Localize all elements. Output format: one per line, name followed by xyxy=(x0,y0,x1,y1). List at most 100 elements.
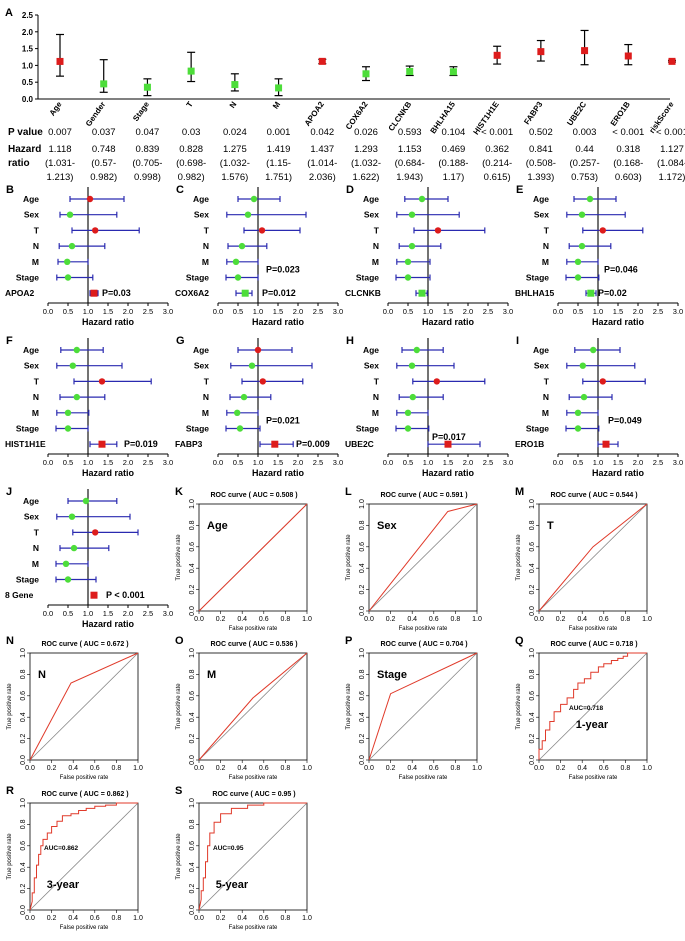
y-tick-label: 1.0 xyxy=(359,499,366,509)
row-label: Stage xyxy=(16,424,39,434)
y-tick-label: 0.2 xyxy=(359,734,366,744)
plot-frame xyxy=(538,652,648,761)
row-label: N xyxy=(373,241,379,251)
hazard-point xyxy=(406,67,414,75)
hazard-point xyxy=(408,362,416,369)
x-tick-label: 0.8 xyxy=(451,765,461,772)
y-tick-label: 0.6 xyxy=(529,691,536,701)
hazard-point xyxy=(70,544,78,552)
x-tick-label: 1.5 xyxy=(613,458,623,467)
x-tick-label: 0.0 xyxy=(553,458,563,467)
panel-label: N xyxy=(6,635,14,647)
ci-lower: (0.168- xyxy=(613,158,643,169)
hazard-point xyxy=(98,378,106,385)
row-label: UBE2C xyxy=(345,439,374,449)
hazard-ratio-value: 1.437 xyxy=(310,144,334,155)
p-value: 0.104 xyxy=(442,127,466,138)
x-axis-label: False positive rate xyxy=(569,626,618,632)
x-tick-label: 1.0 xyxy=(472,765,482,772)
hazard-point xyxy=(404,409,412,416)
panel-a: A 0.0 0.5 1.0 1.5 2.0 2.5 Age 0.007 1.118 (1.031- 1… xyxy=(5,7,685,183)
p-annotation: P < 0.001 xyxy=(106,590,145,600)
p-value: 0.037 xyxy=(92,127,116,138)
y-axis-label: True positive rate xyxy=(176,833,182,880)
panel-label: I xyxy=(516,335,519,347)
row-label: N xyxy=(543,392,549,402)
forest-panel-e: E 0.0 0.5 1.0 1.5 2.0 2.5 3.0 Hazard ratio Age Sex… xyxy=(515,184,683,327)
ci-lower: (1.032- xyxy=(351,158,381,169)
row-label: Stage xyxy=(186,273,209,283)
roc-curve xyxy=(29,652,139,761)
row-label: M xyxy=(32,408,39,418)
y-axis-label: True positive rate xyxy=(176,683,182,730)
roc-panel-m: M ROC curve ( AUC = 0.544 ) 0.00.0 0.2 0.2 0.… xyxy=(515,486,652,632)
ci-lower: (0.257- xyxy=(570,158,600,169)
x-tick-label: 3.0 xyxy=(673,307,683,316)
y-tick-label: 0.4 xyxy=(359,712,366,722)
panel-label: R xyxy=(6,785,14,797)
x-tick-label: 0.0 xyxy=(553,307,563,316)
ci-upper: 0.603) xyxy=(615,172,642,183)
x-tick-label: 0.2 xyxy=(47,915,57,922)
ci-upper: 0.753) xyxy=(571,172,598,183)
plot-frame xyxy=(198,503,308,612)
row-label: Stage xyxy=(16,575,39,585)
x-axis-label: False positive rate xyxy=(229,626,278,632)
x-tick-label: 0.0 xyxy=(213,307,223,316)
row-label: Sex xyxy=(194,361,209,371)
row-label: T xyxy=(204,225,210,235)
x-tick-label: 1.0 xyxy=(253,307,263,316)
y-tick-label: 0.0 xyxy=(359,755,366,765)
hazard-point xyxy=(143,83,151,91)
x-tick-label: 0.6 xyxy=(259,616,269,623)
roc-title: ROC curve ( AUC = 0.544 ) xyxy=(550,492,637,499)
row-label: Sex xyxy=(364,361,379,371)
row-label: T xyxy=(204,376,210,386)
y-tick-label: 0.0 xyxy=(359,606,366,616)
panel-label: J xyxy=(6,486,12,498)
hazard-point xyxy=(232,258,240,265)
p-annotation: P=0.02 xyxy=(598,288,627,298)
roc-panel-o: O ROC curve ( AUC = 0.536 ) 0.00.0 0.2 0.2 0.… xyxy=(175,635,312,781)
x-tick-label: 0.0 xyxy=(43,307,53,316)
p-annotation: P=0.023 xyxy=(266,265,300,275)
x-tick-label: 0.8 xyxy=(621,616,631,623)
roc-panel-q: Q ROC curve ( AUC = 0.718 ) 0.00.0 0.2 0.2 0.… xyxy=(515,635,652,781)
x-axis-label: Hazard ratio xyxy=(82,468,135,478)
hazard-point xyxy=(68,513,76,520)
hazard-point xyxy=(581,47,589,55)
row-label: N xyxy=(33,241,39,251)
panel-label: D xyxy=(346,184,354,196)
hazard-point xyxy=(362,70,370,78)
roc-curve xyxy=(538,652,647,760)
x-tick-label: 1.0 xyxy=(593,307,603,316)
hazard-point xyxy=(258,227,266,234)
hazard-point xyxy=(64,425,72,432)
hazard-point xyxy=(234,274,242,281)
roc-curve xyxy=(198,652,308,761)
forest-panel-c: C 0.0 0.5 1.0 1.5 2.0 2.5 3.0 Hazard ratio Age Sex… xyxy=(175,184,343,327)
x-tick-label: 0.5 xyxy=(573,458,583,467)
x-tick-label: 2.5 xyxy=(483,307,493,316)
hazard-point xyxy=(259,378,266,385)
x-tick-label: 2.5 xyxy=(653,458,663,467)
row-label: Stage xyxy=(526,424,549,434)
hazard-ratio-value: 0.362 xyxy=(485,144,509,155)
ci-lower: (1.15- xyxy=(266,158,291,169)
row-label: N xyxy=(203,241,209,251)
panel-label: M xyxy=(515,486,524,498)
hazard-point xyxy=(275,84,283,92)
forest-panel-g: G 0.0 0.5 1.0 1.5 2.0 2.5 3.0 Hazard ratio Age Sex… xyxy=(175,335,343,478)
hazard-point xyxy=(82,497,90,505)
row-label: M xyxy=(32,257,39,267)
category-label: T xyxy=(185,100,195,109)
roc-curve xyxy=(368,503,478,612)
ci-lower: (0.698- xyxy=(176,158,206,169)
x-tick-label: 3.0 xyxy=(673,458,683,467)
roc-title: ROC curve ( AUC = 0.704 ) xyxy=(380,641,467,648)
hazard-point xyxy=(574,425,582,432)
x-tick-label: 0.5 xyxy=(573,307,583,316)
p-value: 0.024 xyxy=(223,127,247,138)
x-tick-label: 1.0 xyxy=(642,616,652,623)
p-value: 0.593 xyxy=(398,127,422,138)
